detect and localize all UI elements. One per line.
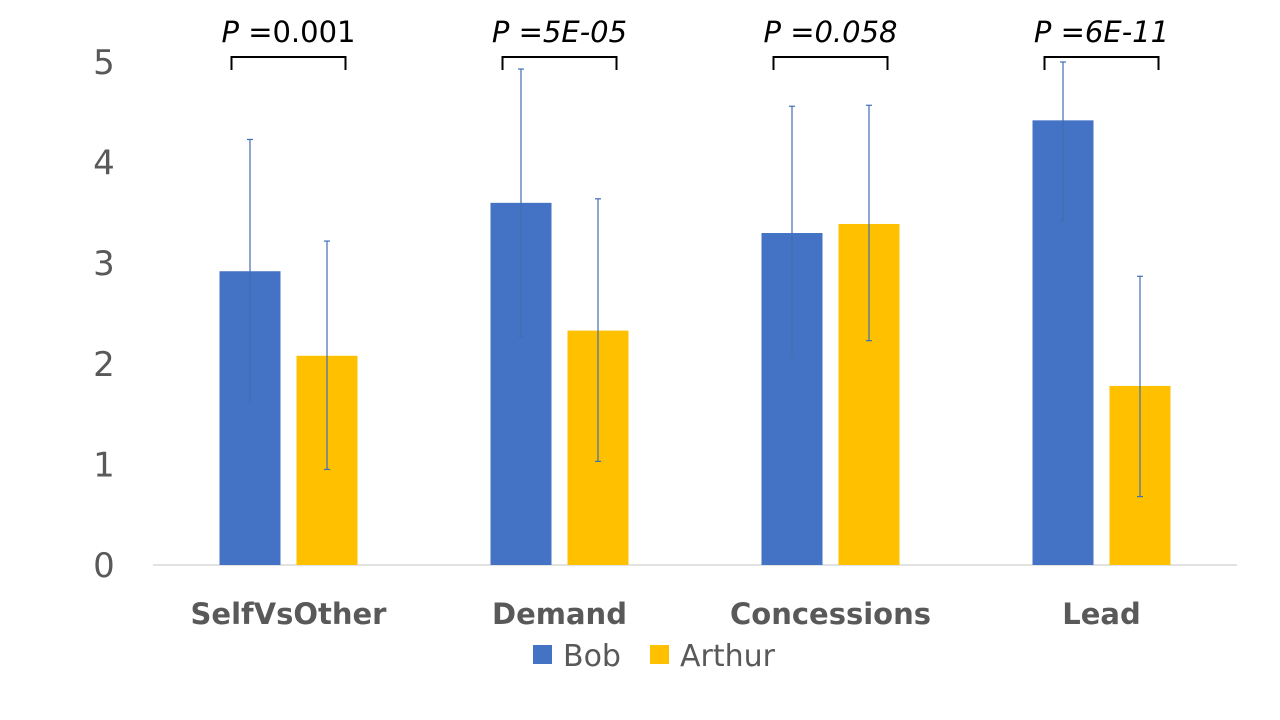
x-axis-categories: SelfVsOther Demand Concessions Lead [191, 597, 1141, 631]
significance-bracket [772, 56, 889, 70]
significance-bracket [501, 56, 618, 70]
y-tick-label: 5 [93, 43, 115, 83]
y-tick-label: 1 [93, 445, 115, 485]
y-tick-label: 3 [93, 244, 115, 284]
legend-swatch-bob [533, 645, 552, 664]
p-value-label: P =5E-05 [492, 15, 627, 49]
significance-bracket [1043, 56, 1160, 70]
bars [219, 120, 1171, 566]
legend-swatch-arthur [650, 645, 669, 664]
x-category-label: SelfVsOther [191, 597, 388, 631]
p-value-label: P =0.001 [221, 15, 355, 49]
p-value-label: P =6E-11 [1034, 15, 1169, 49]
legend-label-arthur: Arthur [680, 639, 776, 674]
y-tick-label: 0 [93, 546, 115, 586]
x-category-label: Lead [1062, 597, 1140, 631]
x-category-label: Demand [492, 597, 627, 631]
y-axis: 0 1 2 3 4 5 [93, 43, 115, 586]
error-bars [247, 61, 1143, 498]
significance-brackets: P =0.001 P =5E-05 P =0.058 P =6E-11 [221, 15, 1169, 70]
legend-label-bob: Bob [563, 639, 621, 674]
p-value-label: P =0.058 [763, 15, 897, 49]
y-tick-label: 4 [93, 144, 115, 184]
significance-bracket [230, 56, 347, 70]
legend: Bob Arthur [533, 639, 776, 674]
x-category-label: Concessions [730, 597, 931, 631]
y-tick-label: 2 [93, 345, 115, 385]
